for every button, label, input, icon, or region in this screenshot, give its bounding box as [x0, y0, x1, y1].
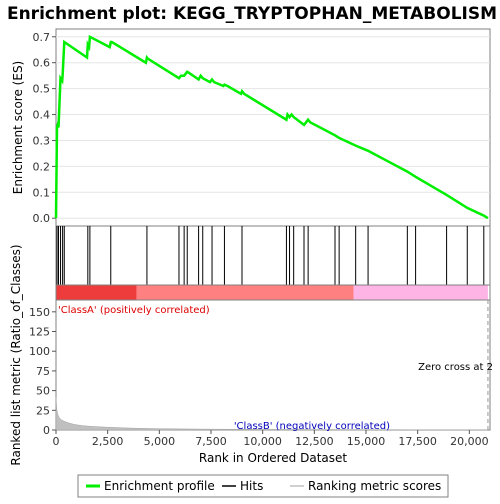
- metric-xtick-label: 7,500: [195, 435, 227, 448]
- legend-label: Hits: [240, 479, 263, 493]
- metric-ytick-label: 125: [29, 326, 50, 339]
- legend-label: Enrichment profile: [104, 479, 215, 493]
- metric-plot-area: [55, 299, 491, 431]
- es-ylabel: Enrichment score (ES): [11, 61, 25, 194]
- ranking-bar-segment: [56, 285, 137, 300]
- zero-cross-label: Zero cross at 2: [418, 362, 493, 373]
- metric-xtick-label: 5,000: [144, 435, 176, 448]
- metric-xtick-label: 2,500: [92, 435, 124, 448]
- metric-area: [55, 396, 489, 431]
- ranking-bar-panel: [55, 284, 491, 301]
- chart-title: Enrichment plot: KEGG_TRYPTOPHAN_METABOL…: [7, 4, 497, 24]
- ranking-bar-segment: [487, 285, 490, 300]
- es-ytick-label: 0.6: [33, 57, 51, 70]
- es-plot-area: [55, 28, 491, 227]
- hits-plot-area: [55, 225, 491, 286]
- metric-ytick-label: 0: [43, 424, 50, 437]
- ranking-bar-segment: [136, 285, 354, 300]
- metric-ylabel: Ranked list metric (Ratio_of_Classes): [9, 244, 23, 465]
- es-panel: 0.0 0.1 0.2 0.3 0.4 0.5 0.6 0.7 Enrichment score…: [11, 28, 491, 227]
- metric-panel: 0 25 50 75 100 125 150 'ClassA' (positively cor…: [9, 244, 493, 465]
- es-ytick-label: 0.0: [33, 212, 51, 225]
- hits-panel: [55, 225, 491, 286]
- legend-label: Ranking metric scores: [308, 479, 441, 493]
- metric-xtick-label: 17,500: [398, 435, 437, 448]
- es-ytick-label: 0.1: [33, 186, 51, 199]
- metric-ytick-label: 75: [36, 365, 50, 378]
- metric-ytick-label: 150: [29, 306, 50, 319]
- es-ytick-label: 0.5: [33, 83, 51, 96]
- classA-label: 'ClassA' (positively correlated): [58, 305, 210, 316]
- legend-frame: [77, 474, 449, 498]
- metric-xtick-label: 15,000: [347, 435, 386, 448]
- metric-ytick-label: 50: [36, 385, 50, 398]
- metric-xtick-label: 10,000: [243, 435, 282, 448]
- legend: Enrichment profile Hits Ranking metric sco…: [77, 474, 449, 498]
- ranking-bar-segment: [353, 285, 488, 300]
- es-ytick-label: 0.4: [33, 109, 51, 122]
- classB-label: 'ClassB' (negatively correlated): [234, 421, 390, 432]
- es-line: [54, 34, 489, 220]
- es-ytick-label: 0.7: [33, 31, 51, 44]
- es-ytick-label: 0.2: [33, 160, 51, 173]
- es-ytick-label: 0.3: [33, 134, 51, 147]
- metric-xtick-label: 20,000: [450, 435, 489, 448]
- metric-ytick-label: 25: [36, 404, 50, 417]
- metric-xlabel: Rank in Ordered Dataset: [199, 451, 347, 465]
- metric-xtick-label: 0: [53, 435, 60, 448]
- metric-xtick-label: 12,500: [295, 435, 334, 448]
- metric-ytick-label: 100: [29, 345, 50, 358]
